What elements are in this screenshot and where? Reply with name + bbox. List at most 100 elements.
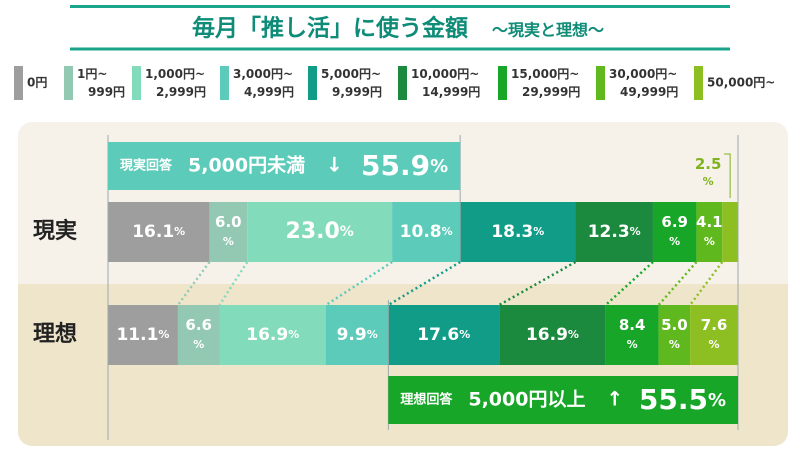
- value-label-number: 6.0: [215, 213, 242, 231]
- value-label-number: 16.9: [526, 325, 568, 345]
- legend-line: 30,000円~: [609, 67, 677, 81]
- value-label-unit: %: [627, 338, 638, 351]
- value-label-unit: %: [669, 338, 680, 351]
- value-label-unit: %: [533, 225, 544, 238]
- connector: [176, 261, 211, 306]
- annotation-range: 5,000円以上: [468, 389, 585, 411]
- value-label-unit: %: [158, 328, 169, 341]
- legend-line: 5,000円~: [321, 67, 381, 81]
- label-bracket: [724, 153, 731, 198]
- value-label-number: 7.6: [701, 316, 728, 334]
- value-label: 5.0%: [661, 316, 688, 352]
- legend-line: 10,000円~: [411, 67, 479, 81]
- value-label-unit: %: [703, 175, 714, 188]
- legend-line: 14,999円: [422, 85, 480, 99]
- value-label-unit: %: [709, 338, 720, 351]
- value-label-number: 5.0: [661, 316, 688, 334]
- value-label-unit: %: [442, 225, 453, 238]
- annotation-box: [108, 142, 461, 190]
- bar-segment: [460, 202, 576, 262]
- bar-segment: [652, 202, 697, 262]
- value-label: 10.8%: [400, 222, 453, 242]
- value-label-number: 18.3: [491, 222, 533, 242]
- connector: [325, 260, 393, 307]
- bar-segment: [388, 305, 500, 365]
- legend-label: 50,000円~: [707, 76, 775, 90]
- legend-label: 3,000円~ 4,999円: [233, 67, 294, 99]
- legend-swatch: [308, 66, 317, 100]
- legend-label: 5,000円~ 9,999円: [321, 67, 382, 99]
- legend-label: 1円~ 999円: [77, 67, 125, 99]
- bar-segment: [658, 305, 691, 365]
- connector: [689, 261, 724, 306]
- bar-segment: [177, 305, 220, 365]
- bar-segment: [219, 305, 326, 365]
- connector: [604, 261, 654, 306]
- annotation-value: 55.5%: [639, 383, 726, 416]
- annotation-unit: %: [430, 156, 448, 177]
- row-label: 理想: [33, 322, 77, 347]
- bar-segment: [605, 305, 659, 365]
- legend-line: 1,000円~: [145, 67, 205, 81]
- legend-swatch: [498, 66, 507, 100]
- bar-segment: [108, 305, 178, 365]
- value-label: 12.3%: [588, 222, 641, 242]
- bar-segment: [325, 305, 389, 365]
- annotation-number: 55.9: [361, 149, 430, 182]
- legend-line: 1円~: [77, 67, 107, 81]
- value-label-unit: %: [669, 235, 680, 248]
- annotation-range: 5,000円未満: [188, 154, 305, 177]
- bar-segment: [247, 202, 393, 262]
- connector: [387, 260, 461, 307]
- value-label: 16.1%: [132, 222, 185, 242]
- value-label-number: 9.9: [337, 325, 367, 345]
- annotation-label: 現実回答: [120, 158, 173, 174]
- legend-label: 10,000円~ 14,999円: [411, 67, 480, 99]
- legend-line: 3,000円~: [233, 67, 293, 81]
- value-label-unit: %: [174, 225, 185, 238]
- value-label-number: 8.4: [619, 316, 646, 334]
- value-label-unit: %: [704, 235, 715, 248]
- bar-segment: [722, 202, 738, 262]
- chart-subtitle: 〜現実と理想〜: [492, 21, 604, 40]
- row-label: 現実: [33, 218, 77, 244]
- title-box: [70, 5, 730, 49]
- value-label-number: 6.9: [661, 213, 688, 231]
- legend-line: 4,999円: [244, 85, 294, 99]
- value-label: 6.6%: [185, 316, 212, 352]
- value-label-number: 10.8: [400, 222, 442, 242]
- legend-line: 999円: [88, 85, 125, 99]
- legend-label: 15,000円~ 29,999円: [511, 67, 580, 99]
- value-label-unit: %: [459, 328, 470, 341]
- bar-segment: [108, 202, 210, 262]
- value-label: 9.9%: [337, 325, 378, 345]
- bar-segment: [392, 202, 461, 262]
- legend-line: 29,999円: [522, 85, 580, 99]
- annotation-arrow: ↓: [326, 153, 343, 177]
- value-label: 16.9%: [246, 325, 299, 345]
- annotation-number: 55.5: [639, 383, 708, 416]
- value-label-number: 17.6: [417, 325, 459, 345]
- value-label-unit: %: [367, 328, 378, 341]
- legend-swatch: [14, 66, 23, 100]
- bar-segment: [690, 305, 738, 365]
- value-label-unit: %: [288, 328, 299, 341]
- legend-swatch: [694, 66, 703, 100]
- bar-segment: [575, 202, 653, 262]
- value-label-unit: %: [193, 338, 204, 351]
- value-label-number: 4.1: [696, 213, 723, 231]
- legend-swatch: [220, 66, 229, 100]
- title-topline: [70, 5, 730, 8]
- legend-label: 30,000円~ 49,999円: [609, 67, 678, 99]
- chart-title: 毎月「推し活」に使う金額: [192, 15, 468, 42]
- value-label: 16.9%: [526, 325, 579, 345]
- annotation-box: [388, 376, 738, 424]
- value-label-number: 11.1: [116, 325, 158, 345]
- value-label-number: 16.1: [132, 222, 174, 242]
- value-label: 6.0%: [215, 213, 242, 249]
- value-label-number: 23.0: [286, 219, 340, 244]
- value-label-unit: %: [568, 328, 579, 341]
- value-label: 18.3%: [491, 222, 544, 242]
- annotation-unit: %: [708, 390, 726, 411]
- value-label-unit: %: [340, 224, 354, 240]
